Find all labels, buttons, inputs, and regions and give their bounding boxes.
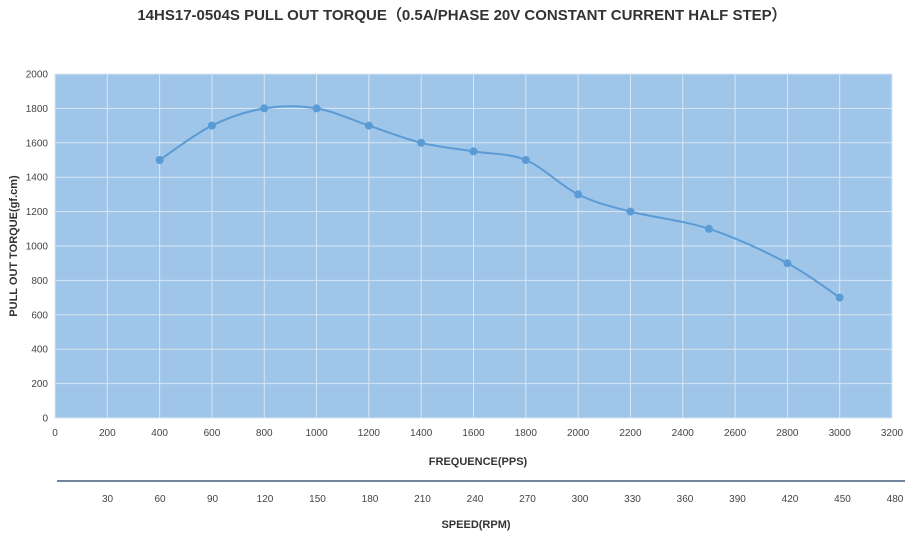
x-tick-label: 400 xyxy=(151,428,168,439)
x-tick-label: 800 xyxy=(256,428,273,439)
speed-tick-label: 90 xyxy=(207,494,219,505)
y-tick-label: 800 xyxy=(31,276,48,287)
speed-tick-label: 390 xyxy=(729,494,746,505)
x-tick-label: 2000 xyxy=(567,428,590,439)
y-tick-label: 400 xyxy=(31,345,48,356)
data-point xyxy=(155,156,164,164)
y-axis-ticks: 0 200 400 600 800 1000 1200 1400 1600 1800 2000 xyxy=(26,70,49,425)
speed-tick-label: 150 xyxy=(309,494,326,505)
speed-tick-label: 180 xyxy=(362,494,379,505)
y-tick-label: 1400 xyxy=(26,173,49,184)
speed-axis-ticks: 30 60 90 120 150 180 210 240 270 300 330 360 390 420 4… xyxy=(102,494,904,505)
data-point xyxy=(207,121,216,130)
x-axis-title: FREQUENCE(PPS) xyxy=(429,456,528,468)
x-tick-label: 3000 xyxy=(829,428,852,439)
speed-tick-label: 240 xyxy=(467,494,484,505)
speed-tick-label: 330 xyxy=(624,494,641,505)
x-tick-label: 1200 xyxy=(358,428,381,439)
y-tick-label: 1000 xyxy=(26,242,49,253)
speed-tick-label: 30 xyxy=(102,494,114,505)
data-point xyxy=(469,147,478,156)
y-tick-label: 1200 xyxy=(26,207,49,218)
x-tick-label: 3200 xyxy=(881,428,904,439)
y-tick-label: 1600 xyxy=(26,138,49,149)
speed-tick-label: 60 xyxy=(154,494,166,505)
x-tick-label: 1800 xyxy=(515,428,538,439)
data-point xyxy=(260,104,269,113)
data-point xyxy=(835,293,844,302)
y-tick-label: 200 xyxy=(31,379,48,390)
data-point xyxy=(417,138,426,147)
x-tick-label: 1400 xyxy=(410,428,433,439)
speed-tick-label: 420 xyxy=(782,494,799,505)
x-tick-label: 2400 xyxy=(672,428,695,439)
x-tick-label: 2600 xyxy=(724,428,747,439)
chart-title: 14HS17-0504S PULL OUT TORQUE（0.5A/PHASE … xyxy=(137,6,786,24)
speed-tick-label: 480 xyxy=(887,494,904,505)
x-tick-label: 2200 xyxy=(619,428,642,439)
y-axis-title: PULL OUT TORQUE(gf.cm) xyxy=(8,175,20,317)
y-tick-label: 1800 xyxy=(26,104,49,115)
y-tick-label: 0 xyxy=(42,414,48,425)
x-tick-label: 2800 xyxy=(776,428,799,439)
speed-tick-label: 360 xyxy=(677,494,694,505)
x-tick-label: 200 xyxy=(99,428,116,439)
x-tick-label: 1600 xyxy=(462,428,485,439)
data-point xyxy=(704,224,713,233)
data-point xyxy=(574,190,583,199)
x-tick-label: 600 xyxy=(204,428,221,439)
x-tick-label: 0 xyxy=(52,428,58,439)
speed-tick-label: 210 xyxy=(414,494,431,505)
x-tick-label: 1000 xyxy=(305,428,328,439)
speed-tick-label: 270 xyxy=(519,494,536,505)
gridlines xyxy=(54,73,893,419)
speed-tick-label: 300 xyxy=(572,494,589,505)
speed-tick-label: 450 xyxy=(834,494,851,505)
data-points xyxy=(155,104,844,302)
speed-axis-title: SPEED(RPM) xyxy=(441,519,510,531)
data-point xyxy=(364,121,373,130)
speed-tick-label: 120 xyxy=(257,494,274,505)
y-tick-label: 600 xyxy=(31,310,48,321)
x-axis-ticks: 0 200 400 600 800 1000 1200 1400 1600 1800 2000 220… xyxy=(52,428,903,439)
y-tick-label: 2000 xyxy=(26,70,49,81)
data-point xyxy=(312,104,321,113)
data-point xyxy=(521,156,530,164)
data-point xyxy=(783,259,792,268)
data-point xyxy=(626,207,635,216)
